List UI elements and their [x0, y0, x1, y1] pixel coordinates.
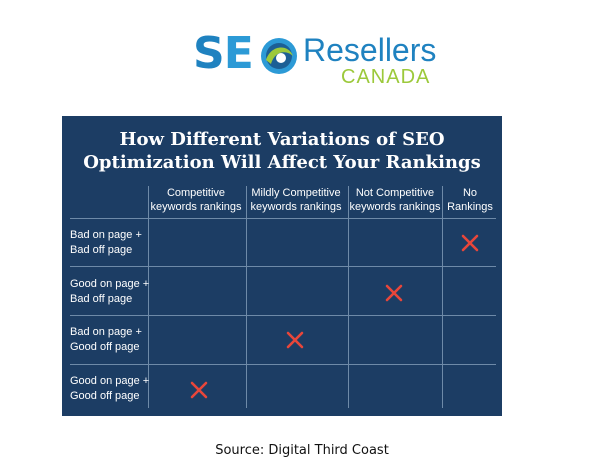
- column-header-not-competitive: Not Competitive keywords rankings: [349, 187, 441, 213]
- grid-divider: [246, 186, 247, 408]
- x-mark-icon: [190, 381, 208, 399]
- column-header-competitive: Competitive keywords rankings: [150, 187, 242, 213]
- grid-divider: [70, 315, 496, 316]
- brand-logo: SE Resellers CANADA: [193, 28, 436, 88]
- column-header-mildly-competitive: Mildly Competitive keywords rankings: [250, 187, 342, 213]
- grid-divider: [70, 364, 496, 365]
- x-mark-icon: [461, 234, 479, 252]
- grid-divider: [348, 186, 349, 408]
- x-mark-icon: [286, 331, 304, 349]
- logo-country: CANADA: [341, 66, 431, 88]
- row-label-good-good: Good on page + Good off page: [70, 375, 150, 402]
- logo-seo-text: SE: [193, 28, 254, 79]
- infographic-panel: How Different Variations of SEO Optimiza…: [62, 116, 502, 416]
- swirl-logo-icon: [261, 38, 297, 74]
- row-label-bad-good: Bad on page + Good off page: [70, 326, 142, 353]
- infographic-title: How Different Variations of SEO Optimiza…: [83, 129, 481, 173]
- column-header-no-rankings: No Rankings: [447, 187, 493, 213]
- row-label-bad-bad: Bad on page + Bad off page: [70, 229, 142, 256]
- grid-divider: [442, 186, 443, 408]
- grid-divider: [70, 266, 496, 267]
- source-caption: Source: Digital Third Coast: [215, 443, 389, 458]
- row-label-good-bad: Good on page + Bad off page: [70, 278, 150, 305]
- grid-divider: [70, 218, 496, 219]
- x-mark-icon: [385, 284, 403, 302]
- grid-divider: [148, 186, 149, 408]
- logo-brand-name: Resellers: [303, 32, 437, 68]
